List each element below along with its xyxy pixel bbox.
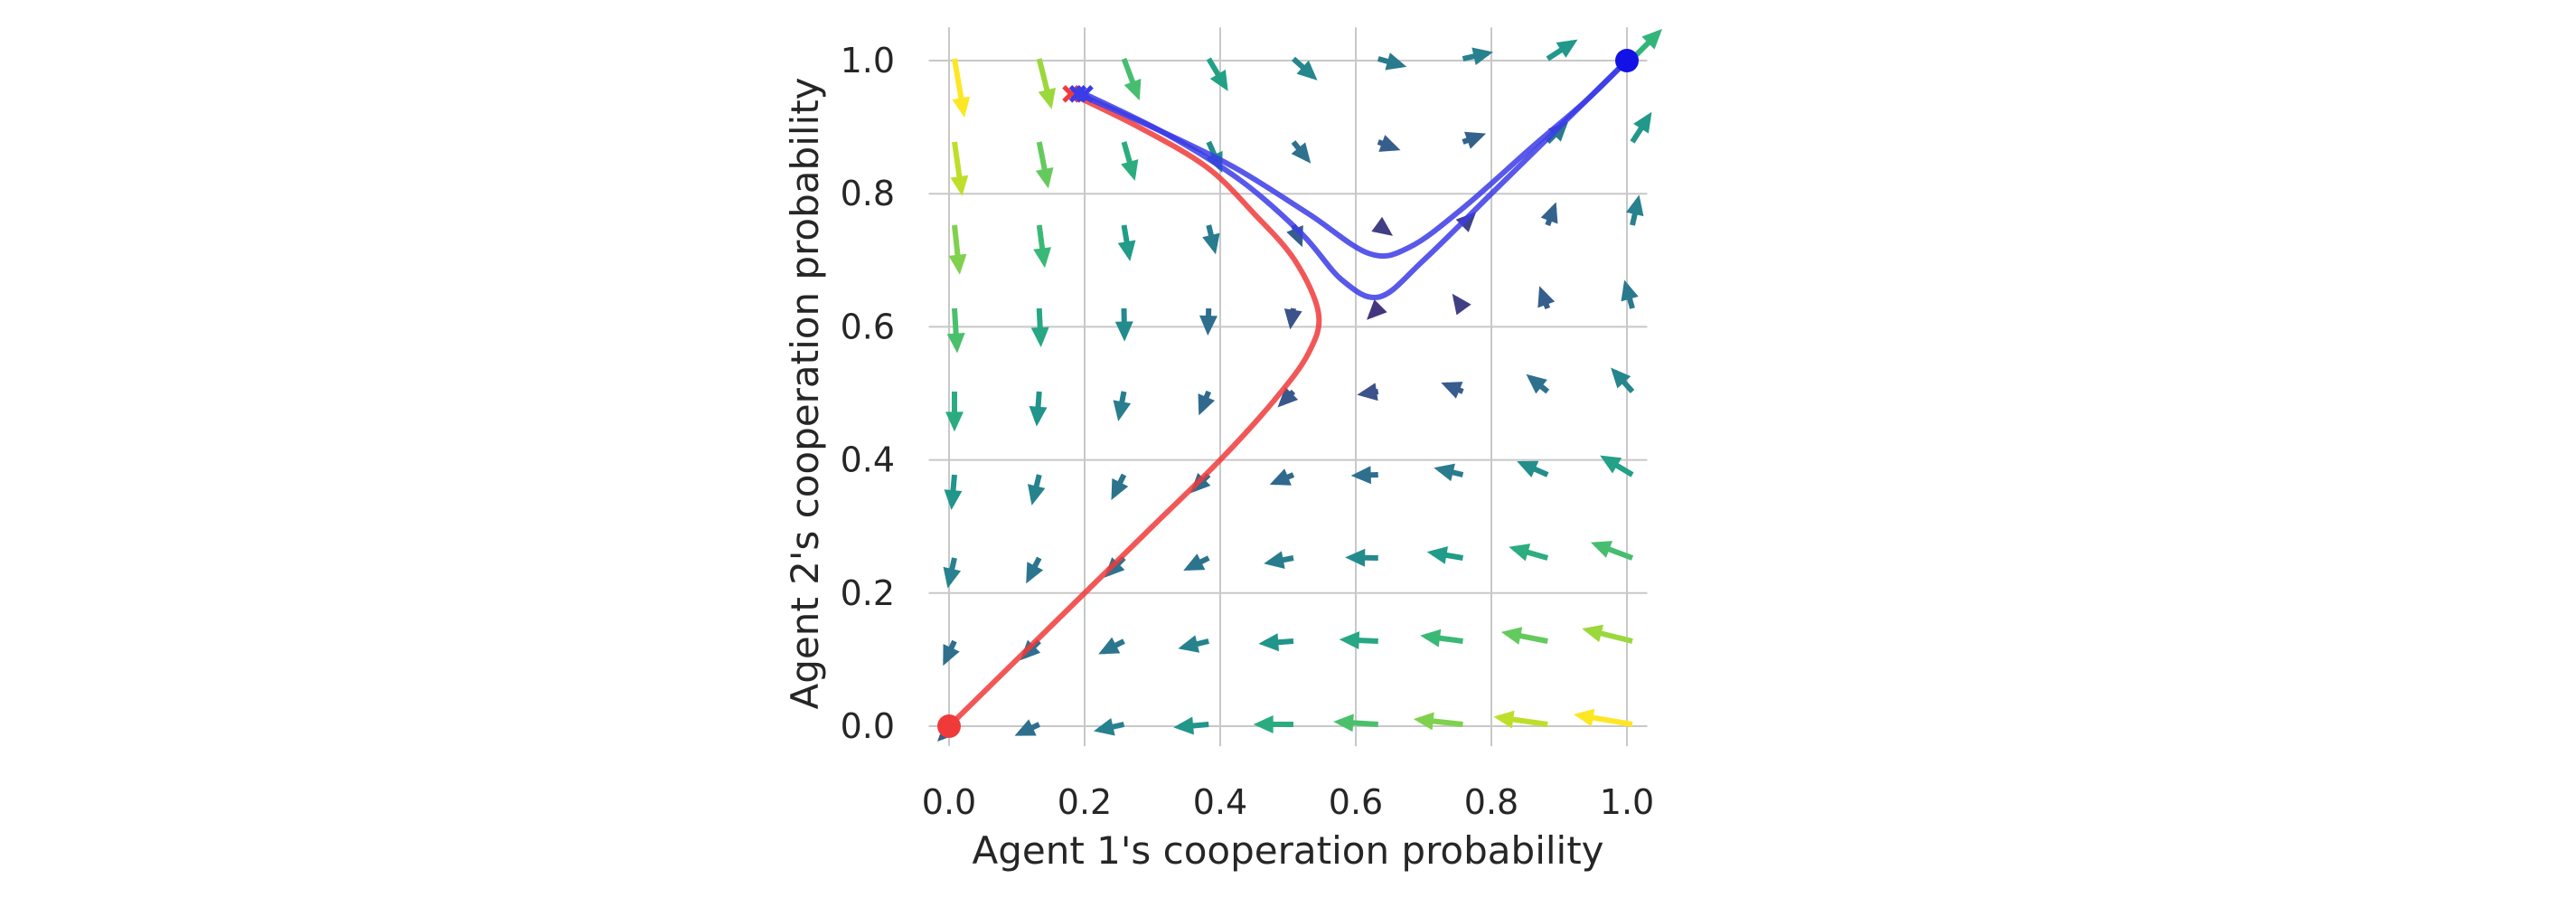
field-arrow (1625, 194, 1644, 226)
field-arrow (1026, 556, 1044, 584)
field-arrow (1434, 463, 1464, 482)
tick-labels: 0.0 0.2 0.4 0.6 0.8 1.0 0.0 0.2 0.4 0.6 0.8 1.0 (841, 41, 1655, 822)
trajectory-line-0 (946, 91, 1322, 729)
field-arrow (1537, 286, 1556, 310)
field-arrow (1621, 279, 1639, 309)
field-arrow (1264, 551, 1294, 569)
field-arrow (1029, 391, 1048, 427)
trajectory-line-1 (1076, 58, 1630, 260)
field-arrow (948, 224, 967, 275)
field-arrow (1183, 553, 1210, 572)
field-arrow (1027, 474, 1046, 506)
y-tick-label: 0.6 (841, 307, 895, 346)
field-arrow (1377, 52, 1407, 71)
field-arrow (943, 557, 962, 589)
field-arrow (1121, 141, 1139, 181)
y-axis-label: Agent 2's cooperation probability (783, 77, 827, 709)
field-arrow (1033, 224, 1052, 269)
field-arrow (1420, 629, 1463, 648)
field-arrow (1094, 717, 1125, 736)
field-arrow (944, 474, 963, 511)
field-arrow (1030, 307, 1049, 348)
field-arrow (1206, 57, 1228, 91)
field-arrow (1178, 635, 1209, 653)
field-arrow (1611, 367, 1635, 394)
y-tick-label: 1.0 (841, 41, 895, 80)
field-arrow (1540, 202, 1558, 227)
field-arrow (945, 392, 964, 432)
y-tick-label: 0.8 (841, 174, 895, 213)
trajectory-line-2 (1083, 58, 1630, 301)
field-arrow (1283, 307, 1302, 330)
field-arrow (943, 639, 960, 666)
field-arrow (1600, 455, 1634, 477)
field-arrow (1371, 216, 1394, 236)
field-arrow (1357, 383, 1379, 402)
x-tick-label: 1.0 (1600, 782, 1654, 822)
y-tick-label: 0.4 (841, 440, 895, 480)
field-arrow (1258, 633, 1294, 652)
field-arrow (1426, 546, 1464, 564)
field-arrow (1269, 468, 1295, 486)
field-arrow (1198, 390, 1215, 416)
field-arrow (1014, 719, 1041, 736)
field-arrow (1462, 131, 1487, 149)
field-arrow (1098, 637, 1125, 655)
x-tick-label: 0.0 (922, 782, 976, 822)
field-arrow (950, 141, 969, 196)
trajectories (946, 58, 1630, 729)
field-arrow (1582, 624, 1633, 644)
field-arrow (952, 58, 971, 118)
x-tick-label: 0.8 (1464, 782, 1518, 822)
field-arrow (1114, 307, 1133, 342)
field-arrow (1367, 299, 1387, 320)
field-arrow (1173, 716, 1209, 735)
field-arrow (1202, 224, 1220, 255)
field-arrow (1526, 373, 1550, 394)
field-arrow (1452, 293, 1471, 316)
field-arrow (1036, 58, 1057, 109)
field-arrow (1345, 548, 1378, 567)
field-arrow (1546, 39, 1578, 61)
field-arrow (1441, 382, 1464, 399)
field-arrow (1462, 47, 1493, 66)
field-arrow (1035, 141, 1054, 189)
trajectory-endpoint (937, 714, 961, 738)
field-arrow (1291, 140, 1312, 164)
field-arrow (1113, 391, 1132, 421)
field-arrow (1630, 111, 1652, 144)
field-arrow (1517, 460, 1549, 478)
field-arrow (1493, 710, 1548, 729)
field-arrow (1573, 708, 1633, 727)
x-axis-label: Agent 1's cooperation probability (972, 828, 1603, 873)
field-arrow (1350, 466, 1378, 485)
field-arrow (1199, 307, 1217, 336)
field-arrow (1111, 473, 1129, 501)
field-arrow (1377, 135, 1401, 152)
y-tick-label: 0.0 (841, 706, 895, 746)
field-arrow (1253, 715, 1293, 733)
y-tick-label: 0.2 (841, 573, 895, 613)
x-tick-label: 0.2 (1058, 782, 1112, 822)
field-arrow (1291, 56, 1318, 80)
x-tick-label: 0.6 (1329, 782, 1383, 822)
field-arrow (1509, 544, 1549, 562)
field-arrow (946, 307, 965, 354)
field-arrow (1413, 712, 1463, 731)
field-arrow (1333, 714, 1378, 733)
field-arrow (1500, 627, 1548, 645)
field-arrow (1121, 57, 1142, 101)
trajectory-start-marker (1076, 85, 1094, 103)
field-arrow (1590, 541, 1634, 561)
x-tick-label: 0.4 (1193, 782, 1247, 822)
field-arrow (1277, 386, 1299, 408)
trajectory-endpoint (1615, 49, 1639, 72)
field-arrow (1339, 631, 1378, 650)
trajectory-markers (937, 49, 1639, 738)
field-arrow (1117, 224, 1136, 261)
